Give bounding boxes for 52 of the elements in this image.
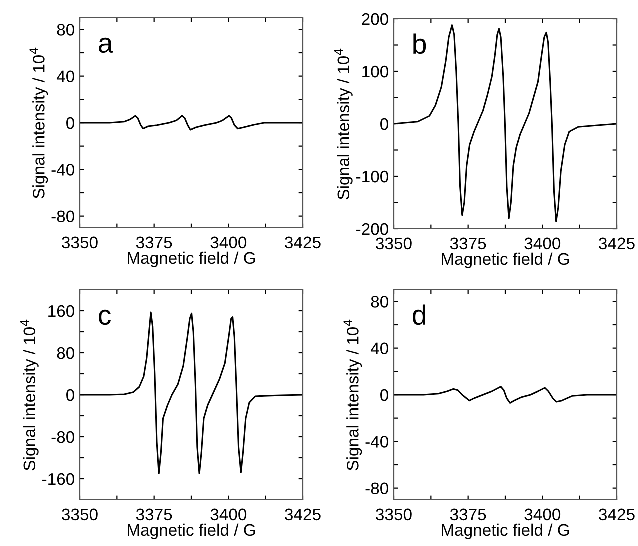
x-tick-label: 3350 — [376, 238, 412, 250]
y-axis-title: Signal intensity / 10$^{4}$ — [334, 48, 353, 200]
y-tick-label: 0 — [66, 389, 74, 402]
x-axis-title: Magnetic field / G — [442, 524, 570, 540]
line-series — [80, 312, 303, 475]
y-tick-label: -80 — [366, 482, 388, 495]
x-axis-title: Magnetic field / G — [128, 252, 256, 268]
annotation: d — [413, 304, 426, 326]
x-tick-label: 3350 — [376, 508, 412, 521]
y-tick-label: -80 — [52, 431, 74, 444]
x-tick-label: 3425 — [285, 236, 321, 249]
annotation: b — [414, 34, 426, 54]
y-tick-label: 80 — [371, 296, 388, 308]
y-tick-label: 0 — [380, 118, 388, 130]
y-axis-title: Signal intensity / 10$^{4}$ — [30, 48, 48, 199]
y-tick-label: 0 — [380, 389, 388, 402]
x-tick-label: 3400 — [210, 508, 247, 521]
y-tick-label: -40 — [52, 164, 74, 176]
annotation: a — [99, 38, 114, 54]
y-tick-label: 40 — [370, 342, 388, 355]
x-tick-label: 3400 — [210, 236, 247, 249]
y-tick-label: -100 — [356, 170, 388, 183]
y-tick-label: 0 — [66, 117, 74, 130]
y-tick-label: 40 — [56, 70, 74, 83]
y-axis-title: Signal intensity / 10$^{4}$ — [344, 320, 362, 471]
x-tick-label: 3350 — [62, 508, 98, 521]
y-axis-title: Signal intensity / 10$^{4}$ — [20, 320, 39, 471]
y-tick-label: 100 — [362, 66, 388, 78]
y-tick-label: -80 — [52, 210, 74, 223]
y-tick-label: -200 — [356, 223, 388, 236]
x-axis-title: Magnetic field / G — [128, 524, 256, 540]
x-tick-label: 3375 — [450, 508, 486, 521]
y-tick-label: 80 — [57, 24, 74, 36]
x-axis-title: Magnetic field / G — [442, 252, 570, 268]
x-tick-label: 3400 — [524, 508, 561, 521]
y-tick-label: 80 — [57, 347, 74, 360]
y-tick-label: -40 — [366, 436, 388, 448]
y-tick-label: -160 — [42, 473, 74, 486]
x-tick-label: 3425 — [285, 508, 321, 521]
x-tick-label: 3375 — [136, 236, 172, 249]
x-tick-label: 3425 — [599, 238, 635, 250]
x-tick-label: 3425 — [599, 508, 635, 521]
y-tick-label: 200 — [362, 13, 388, 26]
annotation: c — [99, 310, 111, 326]
line-series — [80, 115, 303, 131]
x-tick-label: 3375 — [450, 238, 486, 250]
x-tick-label: 3375 — [136, 508, 172, 521]
x-tick-label: 3350 — [62, 236, 98, 249]
line-series — [394, 386, 617, 404]
y-tick-label: 160 — [48, 305, 74, 318]
line-series — [394, 24, 617, 222]
x-tick-label: 3400 — [524, 238, 561, 250]
